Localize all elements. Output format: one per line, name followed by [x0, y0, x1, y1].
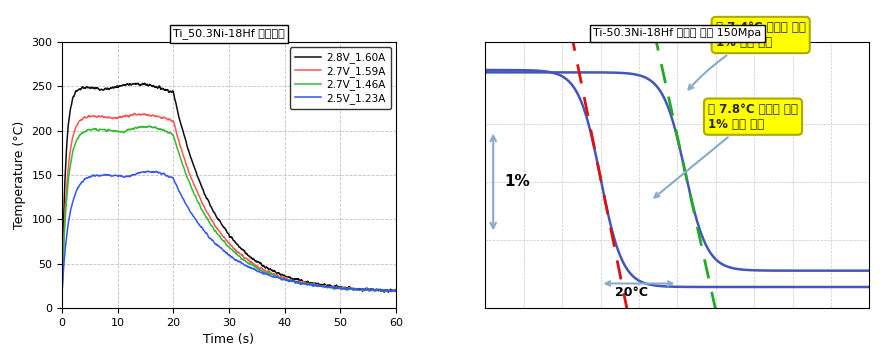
- 2.7V_1.59A: [201, 211, 212, 215]
- 2.5V_1.23A: [101, 173, 112, 177]
- 2.5V_1.23A: [239, 263, 250, 267]
- 2.5V_1.23A: [390, 289, 400, 293]
- X-axis label: Time (s): Time (s): [203, 333, 254, 346]
- 2.7V_1.59A: [128, 111, 139, 116]
- Title: Ti_50.3Ni-18Hf 통전시험: Ti_50.3Ni-18Hf 통전시험: [173, 28, 284, 39]
- Text: 20°C: 20°C: [614, 286, 647, 299]
- 2.7V_1.59A: [239, 257, 250, 261]
- Line: 2.7V_1.59A: 2.7V_1.59A: [62, 113, 395, 293]
- 2.5V_1.23A: [151, 169, 161, 173]
- 2.7V_1.46A: [101, 129, 112, 133]
- 2.7V_1.59A: [113, 116, 123, 120]
- 2.7V_1.46A: [201, 216, 212, 220]
- 2.7V_1.46A: [232, 253, 243, 257]
- 2.5V_1.23A: [383, 289, 393, 294]
- 2.5V_1.23A: [57, 289, 67, 294]
- 2.8V_1.60A: [113, 85, 123, 89]
- 2.5V_1.23A: [169, 180, 180, 184]
- 2.5V_1.23A: [201, 231, 212, 236]
- 2.7V_1.46A: [113, 130, 123, 134]
- Y-axis label: Temperature (°C): Temperature (°C): [12, 121, 26, 229]
- 2.8V_1.60A: [378, 290, 389, 294]
- 2.7V_1.46A: [144, 124, 154, 128]
- 2.8V_1.60A: [390, 288, 400, 292]
- 2.8V_1.60A: [101, 86, 112, 91]
- 2.7V_1.59A: [169, 124, 180, 128]
- 2.7V_1.46A: [239, 258, 250, 262]
- 2.7V_1.46A: [169, 138, 180, 142]
- 2.5V_1.23A: [113, 174, 123, 179]
- Text: 약 7.8°C 변화에 대해
1% 변형 발생: 약 7.8°C 변화에 대해 1% 변형 발생: [654, 103, 797, 197]
- Text: 1%: 1%: [504, 175, 530, 189]
- Text: 약 7.4°C 변화에 대해
1% 변형 발생: 약 7.4°C 변화에 대해 1% 변형 발생: [688, 21, 804, 90]
- 2.8V_1.60A: [169, 97, 180, 101]
- Line: 2.8V_1.60A: 2.8V_1.60A: [62, 83, 395, 292]
- 2.8V_1.60A: [133, 81, 144, 85]
- Legend: 2.8V_1.60A, 2.7V_1.59A, 2.7V_1.46A, 2.5V_1.23A: 2.8V_1.60A, 2.7V_1.59A, 2.7V_1.46A, 2.5V…: [289, 47, 390, 109]
- 2.8V_1.60A: [239, 249, 250, 253]
- Line: 2.5V_1.23A: 2.5V_1.23A: [62, 171, 395, 292]
- 2.8V_1.60A: [201, 197, 212, 201]
- 2.7V_1.46A: [57, 291, 67, 295]
- 2.8V_1.60A: [232, 243, 243, 247]
- Line: 2.7V_1.46A: 2.7V_1.46A: [62, 126, 395, 293]
- 2.7V_1.59A: [101, 116, 112, 120]
- 2.5V_1.23A: [232, 259, 243, 263]
- Title: Ti-50.3Ni-18Hf 정하중 실험 150Mpa: Ti-50.3Ni-18Hf 정하중 실험 150Mpa: [593, 28, 761, 38]
- 2.7V_1.59A: [232, 250, 243, 254]
- 2.8V_1.60A: [57, 289, 67, 294]
- 2.7V_1.46A: [390, 288, 400, 292]
- 2.7V_1.59A: [390, 289, 400, 294]
- 2.7V_1.59A: [57, 290, 67, 295]
